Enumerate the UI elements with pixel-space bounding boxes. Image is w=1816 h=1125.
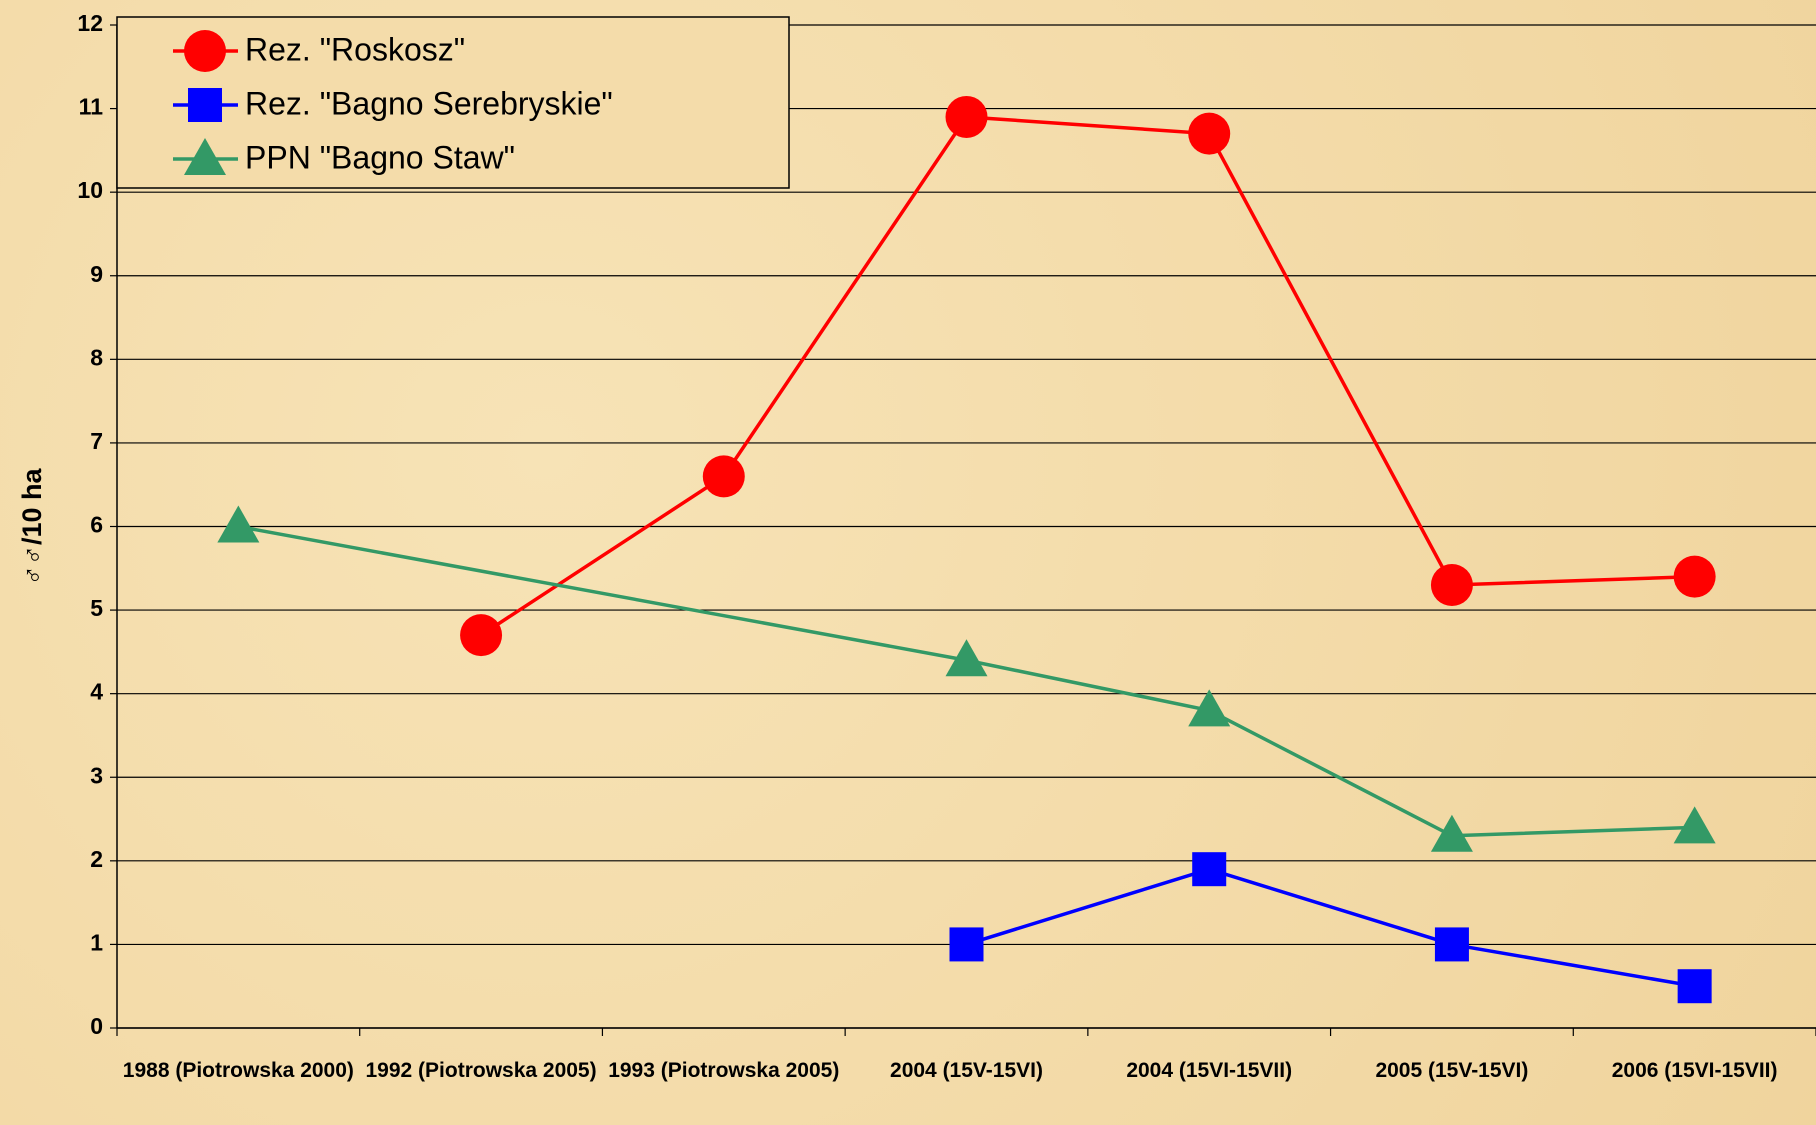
x-tick-label: 2005 (15V-15VI) — [1375, 1059, 1529, 1082]
marker — [945, 639, 988, 677]
marker — [1434, 927, 1469, 962]
marker — [460, 614, 503, 657]
marker — [217, 505, 260, 543]
legend-label: Rez. "Bagno Serebryskie" — [245, 85, 613, 121]
legend-label: Rez. "Roskosz" — [245, 31, 465, 67]
series-line — [480, 115, 1695, 637]
marker — [1673, 806, 1716, 844]
marker — [1430, 814, 1473, 852]
y-tick-label: 4 — [90, 679, 103, 705]
y-tick-label: 10 — [77, 177, 103, 203]
series-line — [238, 524, 1695, 838]
x-tick-label: 1988 (Piotrowska 2000) — [122, 1059, 354, 1082]
legend-label: PPN "Bagno Staw" — [245, 139, 515, 175]
x-tick-label: 1992 (Piotrowska 2005) — [365, 1059, 597, 1082]
y-tick-label: 11 — [79, 94, 104, 120]
x-tick-label: 1993 (Piotrowska 2005) — [608, 1059, 840, 1082]
marker — [949, 927, 984, 962]
marker — [1673, 555, 1716, 598]
marker — [1188, 112, 1231, 155]
marker — [188, 88, 222, 122]
y-tick-label: 12 — [77, 10, 103, 36]
x-tick-label: 2006 (15VI-15VII) — [1611, 1059, 1778, 1082]
marker — [1677, 969, 1712, 1004]
y-tick-label: 0 — [90, 1013, 103, 1039]
y-tick-label: 8 — [90, 344, 103, 370]
series-line — [965, 867, 1695, 988]
x-tick-label: 2004 (15V-15VI) — [890, 1059, 1043, 1082]
marker — [1188, 689, 1231, 727]
y-tick-label: 5 — [90, 595, 103, 621]
y-tick-label: 2 — [90, 846, 103, 872]
y-axis-label: ♂♂/10 ha — [17, 467, 47, 585]
y-tick-label: 1 — [90, 929, 103, 955]
marker — [945, 95, 988, 138]
y-tick-label: 6 — [90, 512, 103, 538]
y-tick-label: 9 — [90, 261, 103, 287]
marker — [1192, 852, 1227, 887]
x-tick-label: 2004 (15VI-15VII) — [1126, 1059, 1293, 1082]
marker — [184, 138, 226, 175]
marker — [184, 30, 226, 72]
y-tick-label: 7 — [90, 428, 103, 454]
y-tick-label: 3 — [90, 762, 103, 788]
marker — [1430, 564, 1473, 607]
marker — [702, 455, 745, 498]
